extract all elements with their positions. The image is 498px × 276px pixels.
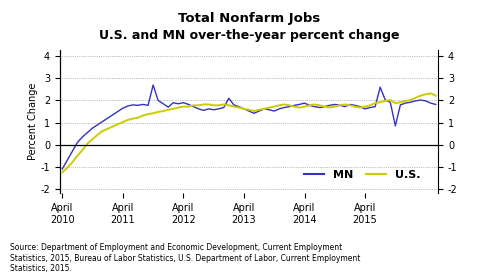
U.S. — [352, 105, 358, 108]
MN — [433, 103, 439, 106]
U.S. — [428, 92, 434, 95]
Y-axis label: Percent Change: Percent Change — [27, 83, 37, 160]
U.S. — [357, 106, 363, 109]
MN — [357, 105, 363, 108]
U.S. — [367, 104, 373, 107]
MN — [150, 83, 156, 87]
U.S. — [90, 137, 96, 141]
Text: Source: Department of Employment and Economic Development, Current Employment
St: Source: Department of Employment and Eco… — [10, 243, 361, 273]
MN — [59, 167, 65, 171]
U.S. — [433, 94, 439, 97]
MN — [397, 103, 403, 107]
Line: MN: MN — [62, 85, 436, 169]
Line: U.S.: U.S. — [62, 93, 436, 172]
MN — [90, 126, 96, 130]
U.S. — [59, 171, 65, 174]
Legend: MN, U.S.: MN, U.S. — [299, 166, 425, 185]
U.S. — [342, 103, 348, 106]
MN — [347, 103, 353, 106]
MN — [362, 107, 368, 110]
U.S. — [392, 102, 398, 105]
Text: U.S. and MN over-the-year percent change: U.S. and MN over-the-year percent change — [99, 29, 399, 42]
Text: Total Nonfarm Jobs: Total Nonfarm Jobs — [178, 12, 320, 25]
MN — [372, 105, 378, 108]
